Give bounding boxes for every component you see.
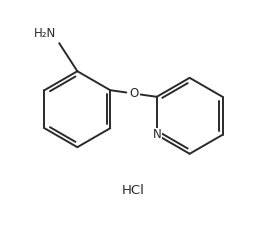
Text: O: O	[129, 87, 138, 100]
Text: H₂N: H₂N	[34, 27, 57, 40]
Text: HCl: HCl	[122, 184, 145, 197]
Text: N: N	[152, 128, 161, 141]
